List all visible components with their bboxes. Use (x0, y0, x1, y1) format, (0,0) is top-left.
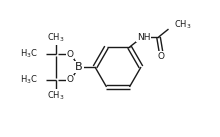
Text: O: O (66, 50, 73, 58)
Text: CH$_3$: CH$_3$ (174, 19, 192, 31)
Text: CH$_3$: CH$_3$ (47, 90, 64, 102)
Text: B: B (75, 62, 83, 72)
Text: H$_3$C: H$_3$C (20, 74, 38, 86)
Text: O: O (66, 75, 73, 84)
Text: CH$_3$: CH$_3$ (47, 32, 64, 44)
Text: NH: NH (137, 33, 150, 42)
Text: H$_3$C: H$_3$C (20, 48, 38, 60)
Text: O: O (158, 52, 165, 61)
